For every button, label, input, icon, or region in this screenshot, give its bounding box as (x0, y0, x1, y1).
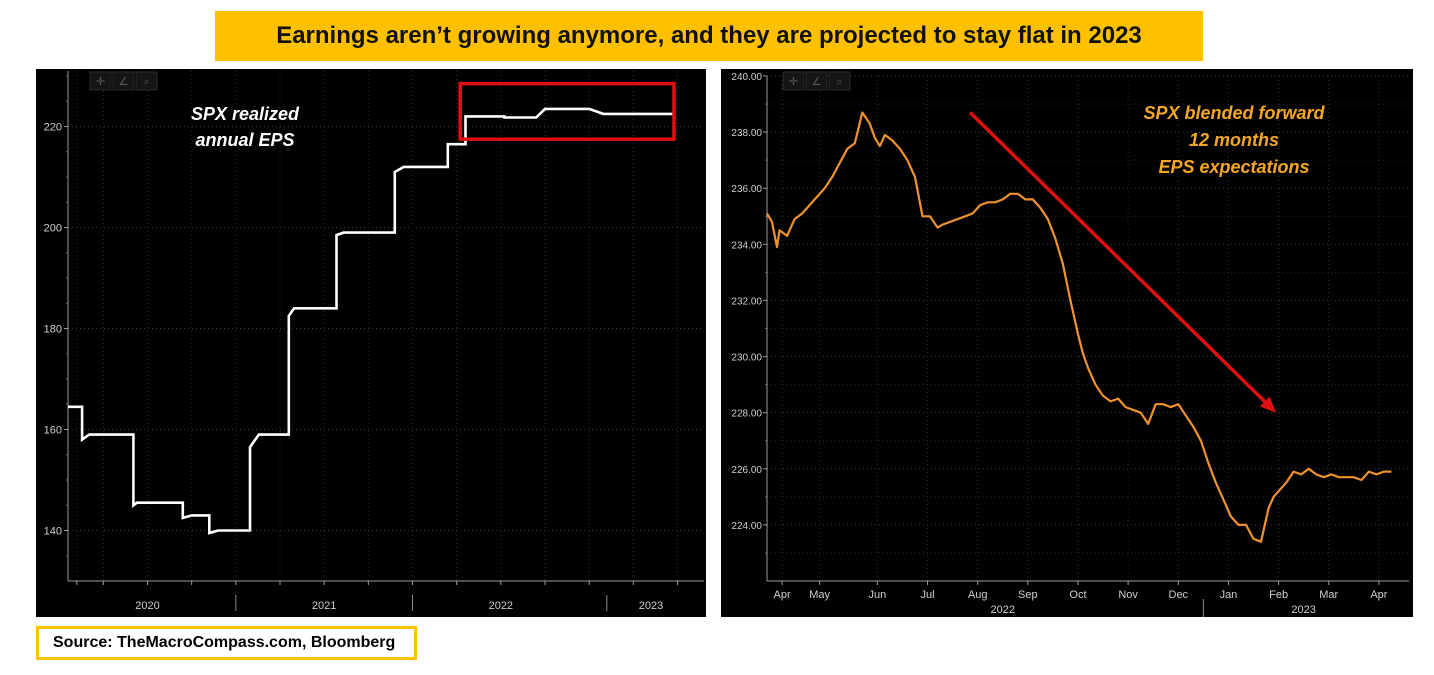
x-year-label: 2022 (489, 600, 513, 612)
y-tick-label: 236.00 (731, 184, 762, 195)
x-tick-label: Jun (868, 589, 886, 601)
right-chart-panel: 224.00 226.00 228.00 230.00 232.00 234.00 236.… (721, 69, 1413, 617)
y-tick-label: 230.00 (731, 353, 762, 364)
y-tick-label: 234.00 (731, 240, 762, 251)
x-year-label: 2023 (1291, 604, 1315, 616)
x-tick-label: Oct (1069, 589, 1086, 601)
y-tick-label: 226.00 (731, 465, 762, 476)
y-tick-label: 238.00 (731, 128, 762, 139)
x-tick-label: Jan (1220, 589, 1238, 601)
y-tick-label: 220 (44, 122, 62, 134)
left-chart-panel: 140 160 180 200 220 2020 2021 2022 2023 SPX reali… (36, 69, 706, 617)
trend-arrow-shaft (968, 111, 1266, 403)
chart-annotation-line: 12 months (1189, 130, 1279, 150)
pencil-glyph: ∠ (812, 76, 822, 88)
crosshair-glyph: ✛ (789, 76, 798, 88)
x-tick-label: Feb (1269, 589, 1288, 601)
x-tick-label: Jul (920, 589, 934, 601)
chart-toolbar: ✛ ∠ ⌕ (782, 71, 851, 91)
chart-toolbar: ✛ ∠ ⌕ (89, 71, 158, 91)
trend-arrow-head (1259, 396, 1277, 413)
right-chart: 224.00 226.00 228.00 230.00 232.00 234.00 236.… (731, 71, 1409, 617)
crosshair-icon[interactable] (89, 71, 112, 91)
x-year-label: 2020 (135, 600, 159, 612)
series-line-forward-eps (766, 111, 1392, 543)
x-tick-label: Apr (1370, 589, 1387, 601)
y-tick-label: 140 (44, 526, 62, 538)
crosshair-glyph: ✛ (96, 76, 105, 88)
x-tick-label: Apr (773, 589, 790, 601)
x-tick-label: Sep (1018, 589, 1038, 601)
chart-annotation-line: SPX realized (191, 104, 300, 124)
y-tick-label: 160 (44, 425, 62, 437)
x-year-label: 2021 (312, 600, 336, 612)
x-tick-label: May (809, 589, 830, 601)
y-tick-label: 240.00 (731, 72, 762, 83)
x-tick-label: Mar (1319, 589, 1338, 601)
pencil-icon[interactable] (805, 71, 828, 91)
y-tick-label: 224.00 (731, 521, 762, 532)
source-text: Source: TheMacroCompass.com, Bloomberg (53, 634, 396, 651)
y-tick-label: 180 (44, 324, 62, 336)
chart-annotation-line: SPX blended forward (1143, 103, 1325, 123)
left-chart: 140 160 180 200 220 2020 2021 2022 2023 SPX reali… (36, 71, 706, 617)
y-tick-label: 200 (44, 223, 62, 235)
zoom-icon[interactable] (135, 71, 158, 91)
zoom-glyph: ⌕ (143, 76, 149, 88)
pencil-glyph: ∠ (119, 76, 129, 88)
y-tick-label: 232.00 (731, 296, 762, 307)
series-line-eps (68, 107, 674, 535)
page-title: Earnings aren’t growing anymore, and the… (276, 22, 1142, 49)
year-bar (36, 587, 706, 617)
crosshair-icon[interactable] (782, 71, 805, 91)
x-tick-label: Dec (1169, 589, 1189, 601)
chart-annotation-line: annual EPS (195, 130, 294, 150)
highlight-rectangle (458, 81, 676, 141)
source-box: Source: TheMacroCompass.com, Bloomberg (36, 626, 417, 660)
x-year-label: 2022 (990, 604, 1014, 616)
pencil-icon[interactable] (112, 71, 135, 91)
x-tick-label: Aug (968, 589, 988, 601)
chart-annotation-line: EPS expectations (1158, 157, 1309, 177)
y-tick-label: 228.00 (731, 409, 762, 420)
title-banner: Earnings aren’t growing anymore, and the… (215, 11, 1203, 61)
x-year-label: 2023 (639, 600, 663, 612)
zoom-icon[interactable] (828, 71, 851, 91)
zoom-glyph: ⌕ (836, 76, 842, 88)
x-tick-label: Nov (1118, 589, 1138, 601)
